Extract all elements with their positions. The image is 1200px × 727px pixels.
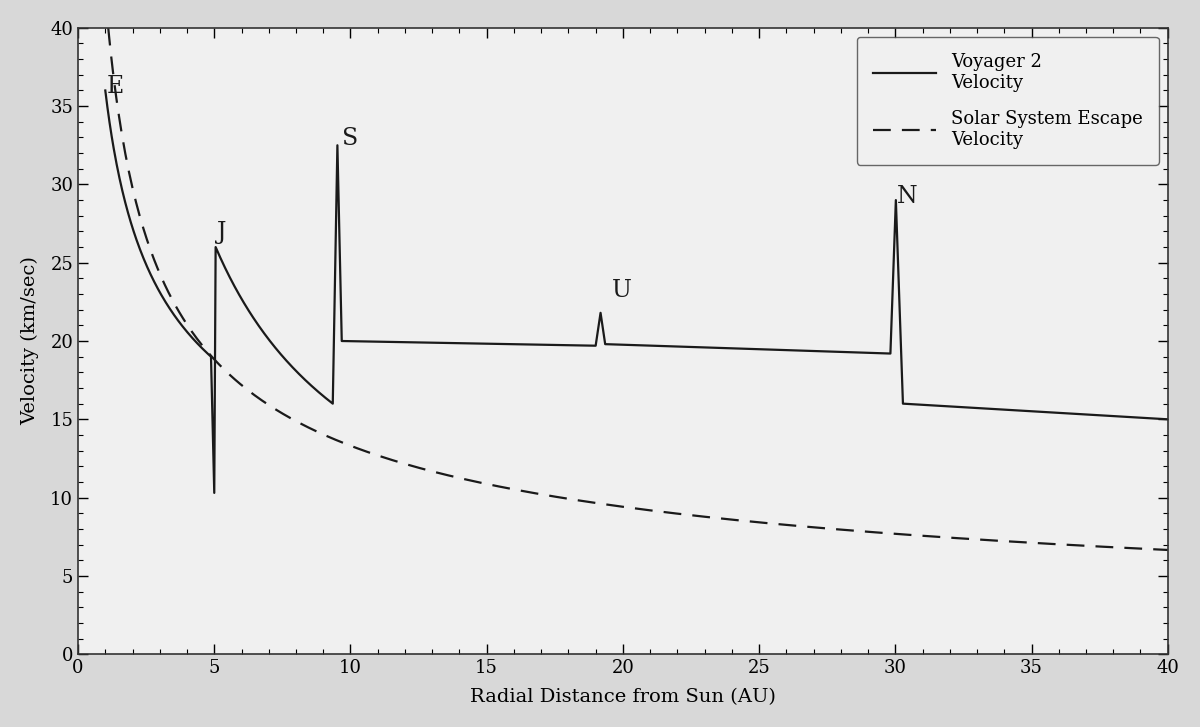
- Y-axis label: Velocity (km/sec): Velocity (km/sec): [20, 257, 40, 425]
- Legend: Voyager 2
Velocity, Solar System Escape
Velocity: Voyager 2 Velocity, Solar System Escape …: [857, 37, 1159, 165]
- X-axis label: Radial Distance from Sun (AU): Radial Distance from Sun (AU): [470, 688, 776, 706]
- Text: J: J: [217, 221, 227, 244]
- Text: E: E: [107, 76, 124, 98]
- Text: S: S: [342, 127, 359, 150]
- Text: U: U: [612, 279, 632, 302]
- Text: N: N: [896, 185, 917, 208]
